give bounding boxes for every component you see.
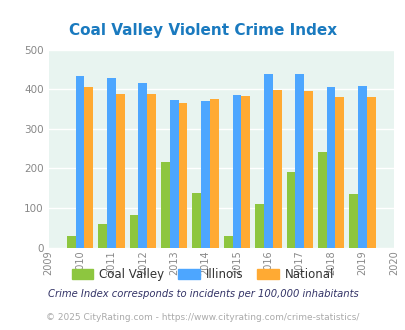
Bar: [129, 214, 138, 248]
Bar: [348, 194, 357, 248]
Text: © 2025 CityRating.com - https://www.cityrating.com/crime-statistics/: © 2025 CityRating.com - https://www.city…: [46, 313, 359, 322]
Bar: [67, 236, 75, 248]
Bar: [263, 74, 272, 248]
Bar: [209, 99, 218, 248]
Bar: [98, 224, 107, 248]
Bar: [107, 78, 115, 248]
Bar: [335, 97, 343, 248]
Bar: [286, 172, 294, 248]
Bar: [272, 90, 281, 248]
Bar: [303, 91, 312, 248]
Bar: [192, 193, 201, 248]
Bar: [326, 87, 335, 248]
Bar: [241, 96, 249, 248]
Bar: [161, 162, 169, 248]
Bar: [115, 94, 124, 248]
Bar: [254, 204, 263, 248]
Bar: [169, 100, 178, 248]
Bar: [317, 152, 326, 248]
Bar: [138, 83, 147, 248]
Bar: [294, 74, 303, 248]
Bar: [147, 94, 156, 248]
Bar: [223, 236, 232, 248]
Bar: [366, 97, 375, 248]
Bar: [84, 87, 93, 248]
Bar: [232, 95, 241, 248]
Bar: [178, 103, 187, 248]
Bar: [75, 76, 84, 248]
Legend: Coal Valley, Illinois, National: Coal Valley, Illinois, National: [67, 263, 338, 286]
Text: Crime Index corresponds to incidents per 100,000 inhabitants: Crime Index corresponds to incidents per…: [47, 289, 358, 299]
Text: Coal Valley Violent Crime Index: Coal Valley Violent Crime Index: [69, 23, 336, 38]
Bar: [201, 101, 209, 248]
Bar: [357, 85, 366, 248]
